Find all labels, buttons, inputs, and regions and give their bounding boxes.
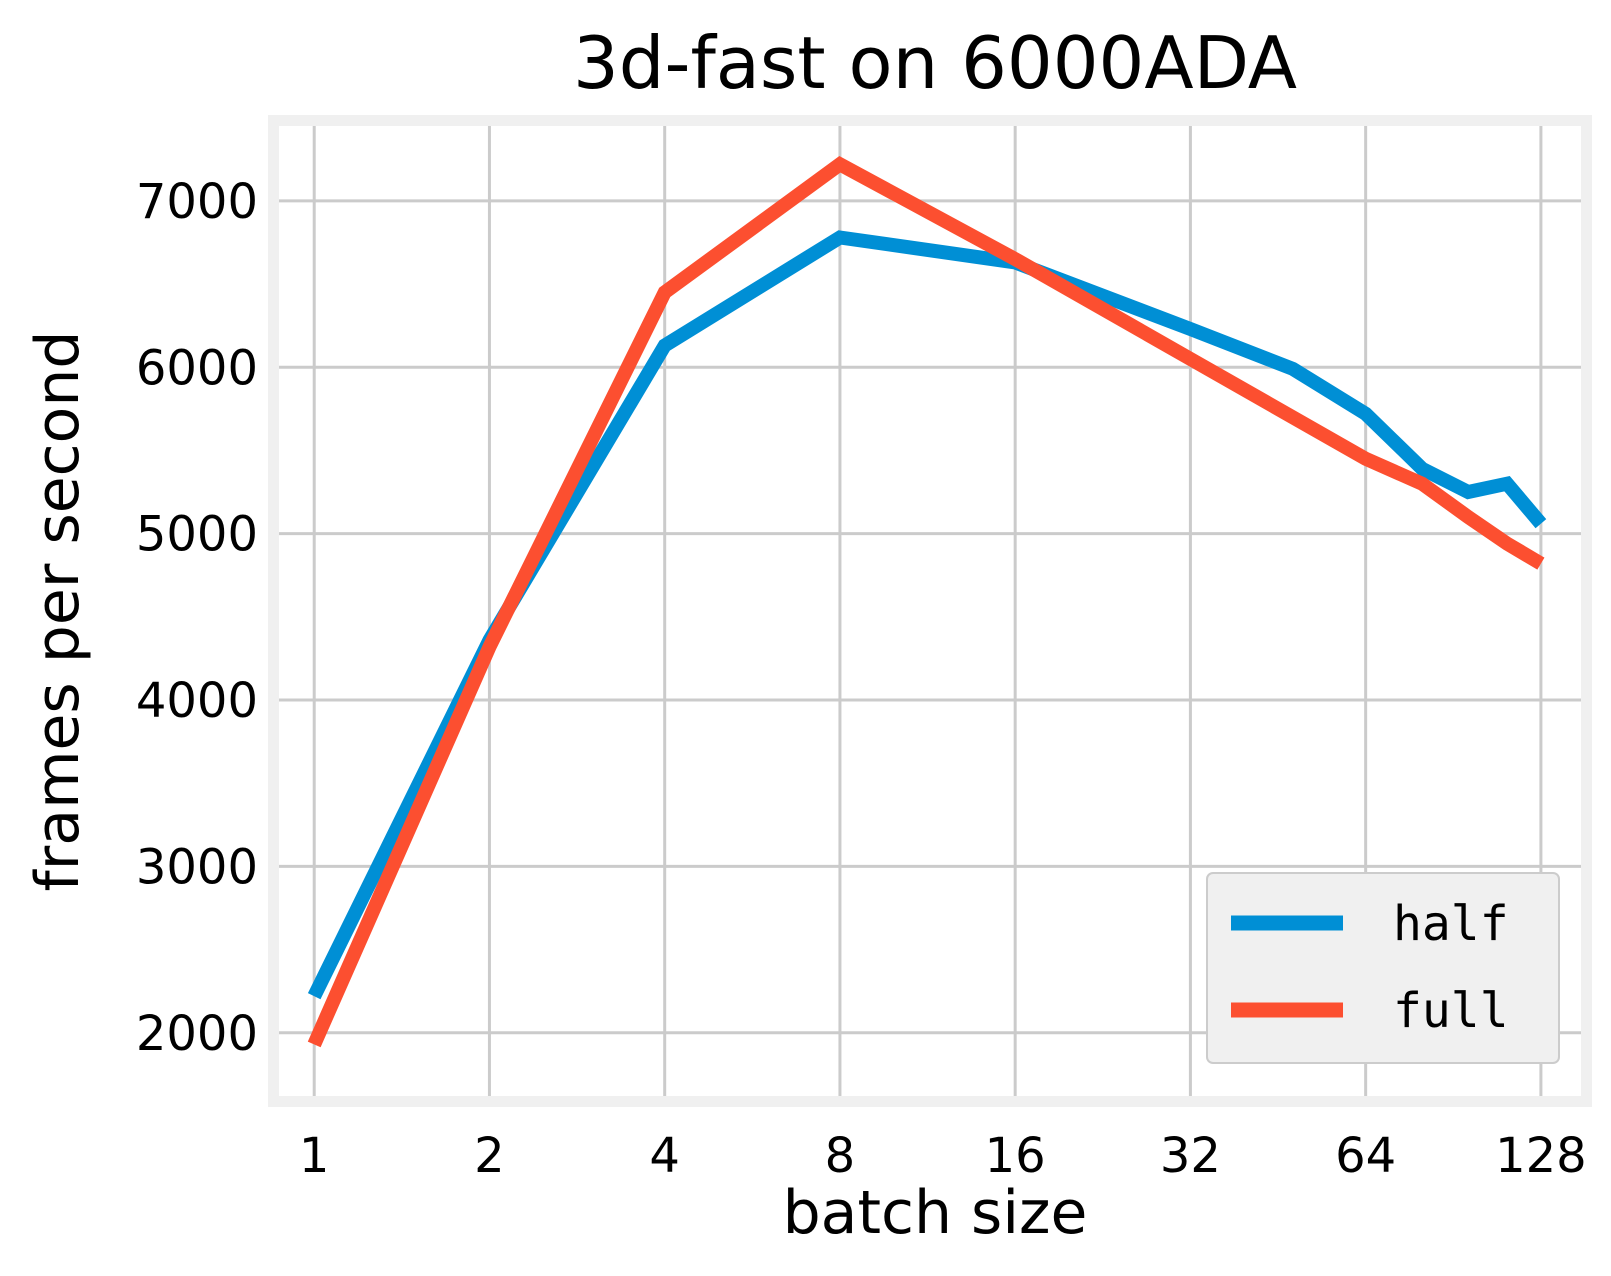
y-tick-label: 6000: [136, 340, 258, 396]
y-tick-label: 4000: [136, 673, 258, 729]
data-point-full: [1540, 563, 1541, 564]
data-point-full: [1468, 517, 1469, 518]
y-tick-label: 5000: [136, 507, 258, 563]
x-tick-label: 64: [1335, 1128, 1396, 1184]
data-point-half: [1468, 492, 1469, 493]
data-point-half: [1292, 368, 1293, 369]
data-point-half: [314, 996, 315, 997]
series-line-full: [307, 156, 1545, 1048]
data-point-full: [839, 164, 840, 165]
data-point-full: [1015, 259, 1016, 260]
data-point-half: [1507, 483, 1508, 484]
data-point-full: [1507, 543, 1508, 544]
x-tick-label: 2: [474, 1128, 505, 1184]
x-tick-label: 4: [649, 1128, 680, 1184]
legend: half full: [1206, 872, 1560, 1064]
data-point-half: [1540, 523, 1541, 524]
data-point-half: [839, 237, 840, 238]
data-point-full: [1422, 483, 1423, 484]
data-point-full: [664, 292, 665, 293]
data-point-full: [489, 646, 490, 647]
x-tick-label: 8: [825, 1128, 856, 1184]
y-tick-label: 7000: [136, 174, 258, 230]
legend-label-full: full: [1393, 983, 1509, 1039]
x-tick-label: 128: [1495, 1128, 1587, 1184]
tick-labels: 1 2 4 8 16 32 64 128 2000 3000 4000 5000 6000 7000: [136, 174, 1587, 1184]
y-tick-label: 3000: [136, 839, 258, 895]
chart-title: 3d-fast on 6000ADA: [573, 21, 1297, 105]
data-point-half: [1365, 413, 1366, 414]
x-tick-label: 16: [985, 1128, 1046, 1184]
series-line-half: [307, 230, 1547, 1000]
data-point-half: [1422, 468, 1423, 469]
data-point-half: [1190, 329, 1191, 330]
data-series: [307, 156, 1547, 1048]
data-point-full: [314, 1044, 315, 1045]
x-axis-label: batch size: [783, 1178, 1088, 1248]
data-point-half: [664, 345, 665, 346]
y-axis-label: frames per second: [23, 331, 93, 892]
data-point-full: [1365, 458, 1366, 459]
data-point-full: [1190, 358, 1191, 359]
x-tick-label: 32: [1160, 1128, 1221, 1184]
legend-label-half: half: [1393, 896, 1509, 952]
y-tick-label: 2000: [136, 1006, 258, 1062]
x-tick-label: 1: [299, 1128, 330, 1184]
